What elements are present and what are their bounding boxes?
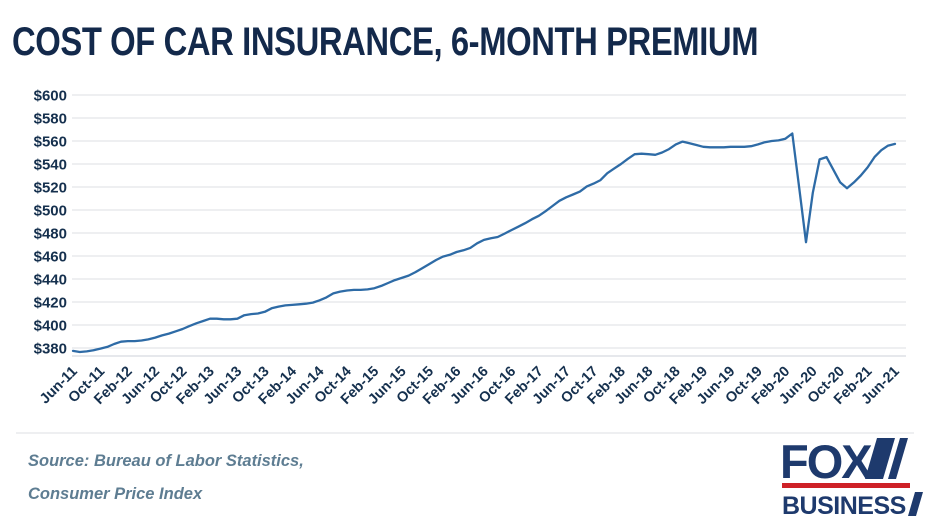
y-axis-tick-label: $440 <box>34 272 67 289</box>
source-line-1: Source: Bureau of Labor Statistics, <box>28 451 304 470</box>
searchlight-beam-thin-icon <box>888 438 908 479</box>
y-axis-tick-label: $400 <box>34 318 67 335</box>
y-axis-tick-label: $560 <box>34 134 67 151</box>
fox-wordmark: FOX <box>782 438 872 488</box>
y-axis-tick-label: $460 <box>34 249 67 266</box>
y-axis-tick-label: $580 <box>34 111 67 128</box>
source-line-2: Consumer Price Index <box>28 484 203 503</box>
y-axis-tick-label: $600 <box>34 88 67 105</box>
searchlight-beam-icon <box>865 438 895 479</box>
source-credit: Source: Bureau of Labor Statistics, Cons… <box>28 444 304 510</box>
chart-title: COST OF CAR INSURANCE, 6-MONTH PREMIUM <box>12 20 759 64</box>
red-divider <box>782 483 910 488</box>
premium-data-line <box>71 132 897 354</box>
y-axis-tick-label: $380 <box>34 341 67 358</box>
fox-business-logo: FOX BUSINESS <box>780 435 928 520</box>
y-axis-tick-label: $500 <box>34 203 67 220</box>
business-beam-icon <box>908 492 923 516</box>
y-axis-tick-label: $520 <box>34 180 67 197</box>
y-axis-tick-label: $480 <box>34 226 67 243</box>
fox-business-logo-svg: FOX BUSINESS <box>780 435 923 520</box>
business-wordmark: BUSINESS <box>782 492 906 518</box>
y-axis-tick-label: $540 <box>34 157 67 174</box>
y-axis-tick-label: $420 <box>34 295 67 312</box>
